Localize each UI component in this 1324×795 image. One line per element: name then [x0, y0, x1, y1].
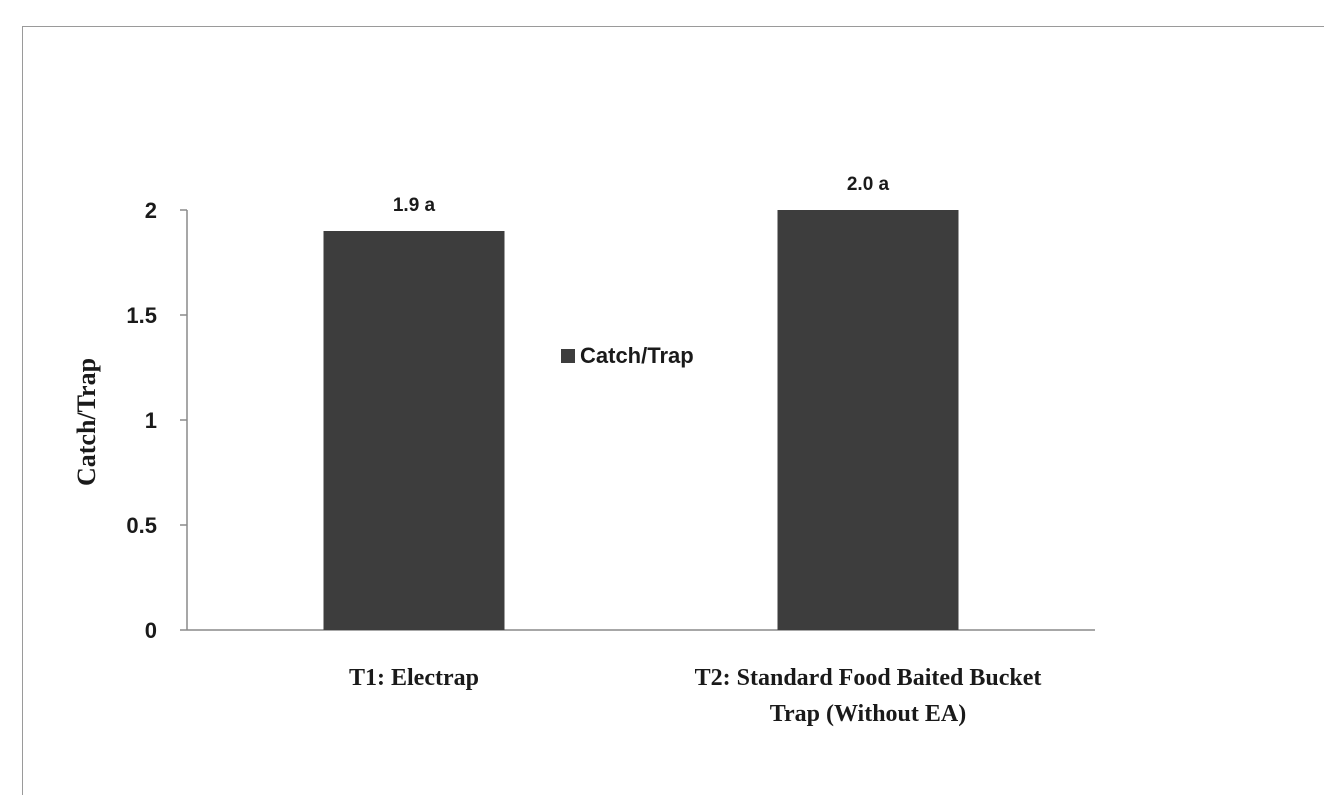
x-category-label: Trap (Without EA)	[770, 701, 966, 727]
y-tick-label: 2	[145, 198, 157, 223]
y-tick-label: 0.5	[126, 513, 157, 538]
category-labels: T1: Electrap T2: Standard Food Baited Buc…	[349, 665, 1041, 727]
legend: Catch/Trap	[561, 343, 694, 368]
y-tick-label: 1	[145, 408, 157, 433]
legend-label: Catch/Trap	[580, 343, 694, 368]
y-axis-title: Catch/Trap	[72, 358, 101, 486]
y-axis: 0 0.5 1 1.5 2	[126, 198, 188, 643]
bar	[323, 231, 505, 630]
bars	[323, 210, 959, 630]
bar	[777, 210, 959, 630]
data-labels: 1.9 a 2.0 a	[393, 174, 890, 216]
y-tick-label: 1.5	[126, 303, 157, 328]
bar-data-label: 1.9 a	[393, 195, 436, 216]
legend-swatch	[561, 349, 575, 363]
y-tick-label: 0	[145, 618, 157, 643]
bar-data-label: 2.0 a	[847, 174, 890, 195]
x-category-label: T2: Standard Food Baited Bucket	[695, 665, 1042, 691]
x-category-label: T1: Electrap	[349, 665, 479, 691]
chart-frame	[22, 26, 1324, 795]
